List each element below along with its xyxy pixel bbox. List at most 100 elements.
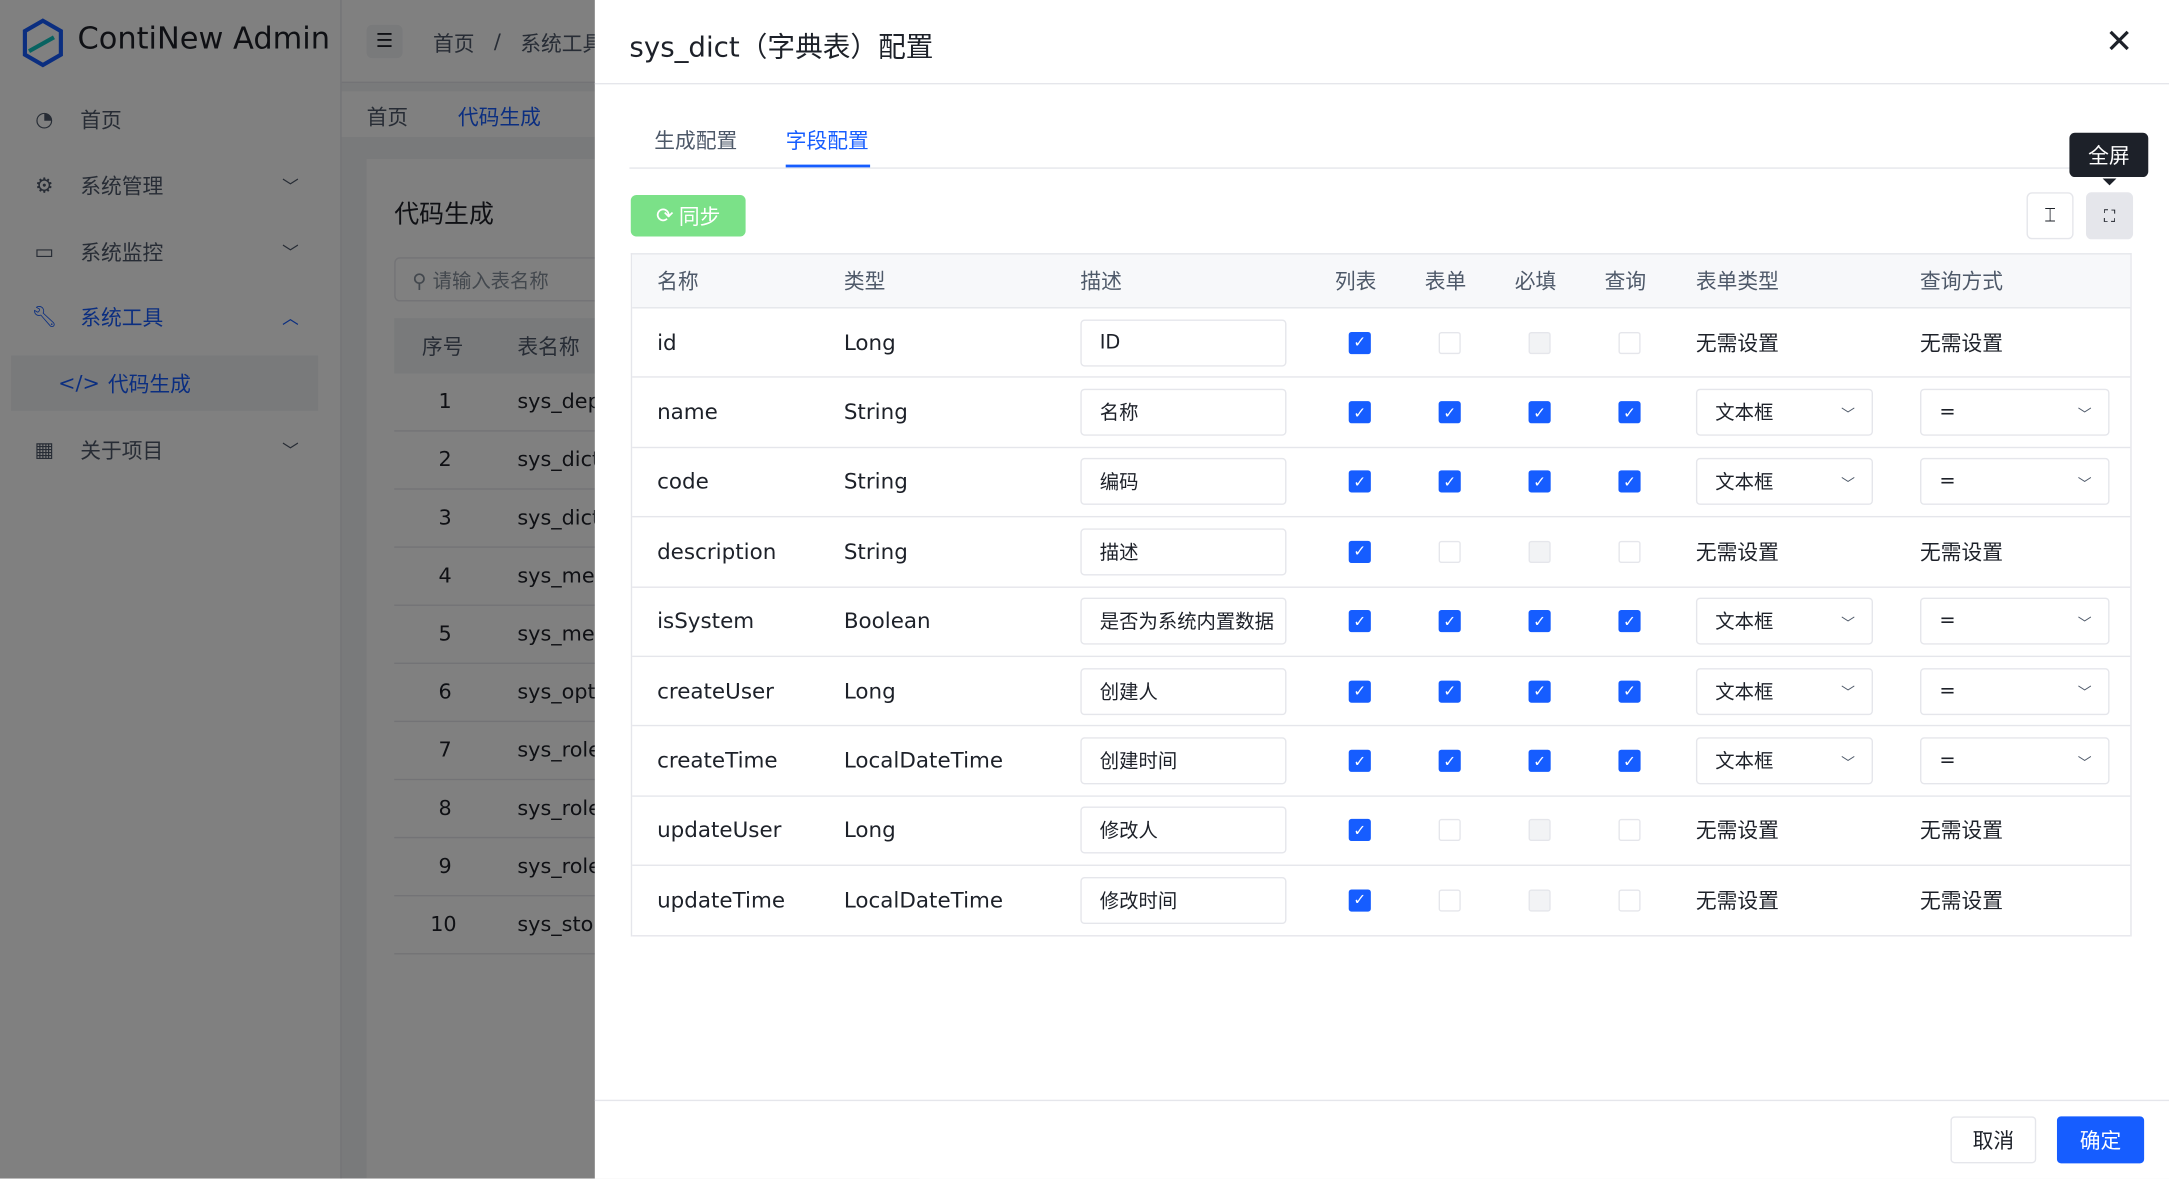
form-checkbox[interactable]: ✓ <box>1438 401 1461 424</box>
field-type: String <box>843 469 908 495</box>
list-checkbox[interactable]: ✓ <box>1348 680 1371 703</box>
menu-fold-icon[interactable]: ☰ <box>366 24 403 59</box>
check-icon: ✓ <box>1353 473 1367 492</box>
page-title: 代码生成 <box>394 200 494 230</box>
breadcrumb-tools[interactable]: 系统工具 <box>520 31 604 57</box>
tab-generate-config[interactable]: 生成配置 <box>654 128 738 154</box>
form-type-select[interactable]: 文本框 ﹀ <box>1695 388 1873 436</box>
query-type-select[interactable]: = ﹀ <box>1920 737 2110 785</box>
query-checkbox[interactable]: ✓ <box>1618 680 1641 703</box>
close-icon[interactable]: ✕ <box>2105 22 2134 61</box>
query-type-select[interactable]: = ﹀ <box>1920 458 2110 506</box>
list-checkbox[interactable]: ✓ <box>1348 889 1371 912</box>
form-checkbox[interactable]: ✓ <box>1438 610 1461 633</box>
description-input[interactable]: 描述 <box>1080 528 1287 576</box>
list-checkbox[interactable]: ✓ <box>1348 401 1371 424</box>
tab-field-config[interactable]: 字段配置 <box>785 128 869 154</box>
list-checkbox[interactable]: ✓ <box>1348 540 1371 563</box>
form-type-select[interactable]: 文本框 ﹀ <box>1695 458 1873 506</box>
form-checkbox[interactable] <box>1438 819 1461 842</box>
form-checkbox[interactable]: ✓ <box>1438 470 1461 494</box>
required-checkbox[interactable]: ✓ <box>1528 610 1551 633</box>
list-checkbox[interactable]: ✓ <box>1348 331 1371 354</box>
required-checkbox[interactable]: ✓ <box>1528 470 1551 494</box>
query-checkbox[interactable] <box>1618 540 1641 563</box>
sidebar-item-label: 系统监控 <box>80 240 164 265</box>
description-input[interactable]: ID <box>1080 319 1287 367</box>
col-header-form-type: 表单类型 <box>1695 269 1779 294</box>
query-checkbox[interactable] <box>1618 819 1641 842</box>
sidebar-item-label: 关于项目 <box>80 437 164 463</box>
form-checkbox[interactable]: ✓ <box>1438 749 1461 772</box>
query-checkbox[interactable]: ✓ <box>1618 610 1641 633</box>
query-checkbox[interactable] <box>1618 889 1641 912</box>
sidebar-item-monitor[interactable]: ▭ 系统监控 ﹀ <box>11 224 318 279</box>
query-checkbox[interactable] <box>1618 331 1641 354</box>
description-value: 编码 <box>1099 472 1139 495</box>
form-checkbox[interactable]: ✓ <box>1438 680 1461 703</box>
cancel-button[interactable]: 取消 <box>1950 1116 2037 1164</box>
description-input[interactable]: 创建人 <box>1080 667 1287 715</box>
field-table-header: 名称 类型 描述 列表 表单 必填 查询 表单类型 查询方式 <box>632 254 2131 309</box>
row-index: 8 <box>438 795 452 821</box>
field-type: LocalDateTime <box>843 748 1004 774</box>
form-type-select[interactable]: 文本框 ﹀ <box>1695 737 1873 785</box>
sync-button[interactable]: ⟳ 同步 <box>630 195 746 237</box>
form-checkbox[interactable] <box>1438 331 1461 354</box>
footer-divider <box>594 1099 2169 1102</box>
query-checkbox[interactable]: ✓ <box>1618 749 1641 772</box>
required-checkbox[interactable] <box>1528 331 1551 354</box>
page-tab-codegen[interactable]: 代码生成 <box>457 105 541 131</box>
required-checkbox[interactable]: ✓ <box>1528 749 1551 772</box>
sidebar-item-codegen[interactable]: </> 代码生成 <box>11 355 319 411</box>
sidebar-item-home[interactable]: ◔ 首页 <box>11 91 318 146</box>
list-checkbox[interactable]: ✓ <box>1348 470 1371 494</box>
form-type-select[interactable]: 文本框 ﹀ <box>1695 597 1873 645</box>
row-index: 5 <box>438 621 452 647</box>
sidebar-item-system[interactable]: ⚙ 系统管理 ﹀ <box>11 158 318 213</box>
fullscreen-button[interactable]: ⛶ <box>2086 192 2134 240</box>
col-header-desc: 描述 <box>1080 269 1122 294</box>
form-type-value: 文本框 <box>1715 681 1774 704</box>
query-type-select[interactable]: = ﹀ <box>1920 388 2110 436</box>
ok-button[interactable]: 确定 <box>2056 1116 2145 1164</box>
query-type-select[interactable]: = ﹀ <box>1920 597 2110 645</box>
description-value: 修改人 <box>1099 820 1158 844</box>
query-type-value: = <box>1939 470 1956 494</box>
query-type-none: 无需设置 <box>1920 539 2004 565</box>
form-type-select[interactable]: 文本框 ﹀ <box>1695 667 1873 715</box>
field-name: id <box>657 330 677 356</box>
description-input[interactable]: 名称 <box>1080 388 1287 436</box>
list-checkbox[interactable]: ✓ <box>1348 819 1371 842</box>
chevron-down-icon: ﹀ <box>2077 407 2092 423</box>
row-height-button[interactable]: ⌶ <box>2026 192 2074 240</box>
form-checkbox[interactable] <box>1438 889 1461 912</box>
description-input[interactable]: 是否为系统内置数据 <box>1080 597 1287 645</box>
field-name: updateUser <box>657 818 782 844</box>
description-input[interactable]: 创建时间 <box>1080 737 1287 785</box>
list-checkbox[interactable]: ✓ <box>1348 610 1371 633</box>
description-input[interactable]: 修改人 <box>1080 807 1287 855</box>
query-checkbox[interactable]: ✓ <box>1618 470 1641 494</box>
chevron-down-icon: ﹀ <box>282 440 299 460</box>
check-icon: ✓ <box>1353 682 1367 701</box>
required-checkbox[interactable] <box>1528 889 1551 912</box>
sidebar-item-about[interactable]: ▦ 关于项目 ﹀ <box>11 422 318 477</box>
required-checkbox[interactable] <box>1528 819 1551 842</box>
row-table-name: sys_role <box>517 795 601 821</box>
list-checkbox[interactable]: ✓ <box>1348 749 1371 772</box>
required-checkbox[interactable]: ✓ <box>1528 401 1551 424</box>
table-row: createTime LocalDateTime 创建时间 ✓ ✓ ✓ ✓ 文本框 ﹀ = ﹀ <box>632 727 2131 797</box>
logo-icon <box>22 18 63 68</box>
description-input[interactable]: 修改时间 <box>1080 876 1287 924</box>
description-input[interactable]: 编码 <box>1080 458 1287 506</box>
required-checkbox[interactable]: ✓ <box>1528 680 1551 703</box>
breadcrumb-home[interactable]: 首页 <box>432 31 475 57</box>
grid-icon: ▦ <box>34 437 55 463</box>
required-checkbox[interactable] <box>1528 540 1551 563</box>
page-tab-home[interactable]: 首页 <box>366 105 409 131</box>
query-checkbox[interactable]: ✓ <box>1618 401 1641 424</box>
query-type-select[interactable]: = ﹀ <box>1920 667 2110 715</box>
sidebar-item-tools[interactable]: 🔧︎ 系统工具 ︿ <box>11 289 318 344</box>
form-checkbox[interactable] <box>1438 540 1461 563</box>
